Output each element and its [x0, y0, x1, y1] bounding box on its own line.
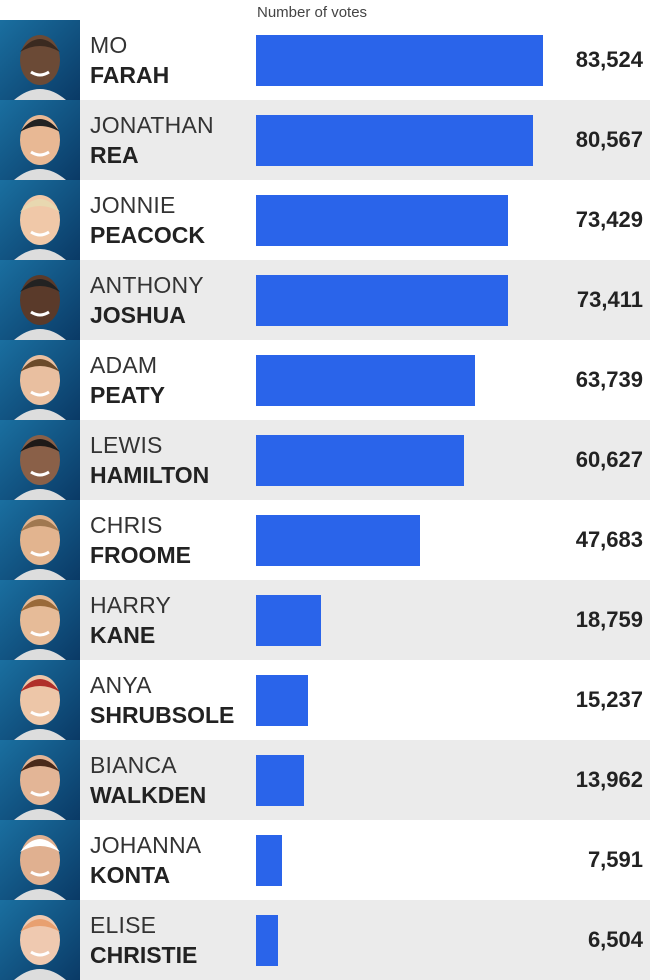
athlete-photo: [0, 740, 80, 820]
bar: [256, 915, 279, 966]
bar: [256, 675, 309, 726]
value-label: 7,591: [587, 847, 643, 872]
value-label: 18,759: [575, 607, 643, 632]
first-name: ANTHONY: [90, 272, 204, 298]
athlete-photo: [0, 20, 80, 100]
value-label: 83,524: [575, 47, 643, 72]
last-name: PEACOCK: [90, 222, 206, 248]
last-name: WALKDEN: [90, 782, 207, 808]
last-name: KANE: [90, 622, 156, 648]
bar-row: ANYA SHRUBSOLE 15,237: [0, 660, 650, 740]
last-name: REA: [90, 142, 139, 168]
athlete-photo: [0, 820, 80, 900]
value-label: 60,627: [575, 447, 643, 472]
first-name: ELISE: [90, 912, 157, 938]
athlete-photo: [0, 900, 80, 980]
bar: [256, 115, 533, 166]
athlete-photo: [0, 500, 80, 580]
last-name: KONTA: [90, 862, 171, 888]
bar-row: JONATHAN REA 80,567: [0, 100, 650, 180]
bar-row: BIANCA WALKDEN 13,962: [0, 740, 650, 820]
first-name: BIANCA: [90, 752, 177, 778]
bar: [256, 435, 465, 486]
bar-row: CHRIS FROOME 47,683: [0, 500, 650, 580]
bar: [256, 755, 304, 806]
bar: [256, 515, 420, 566]
first-name: MO: [90, 32, 128, 58]
athlete-photo: [0, 100, 80, 180]
first-name: HARRY: [90, 592, 172, 618]
athlete-photo: [0, 260, 80, 340]
bar-row: ANTHONY JOSHUA 73,411: [0, 260, 650, 340]
first-name: ANYA: [90, 672, 152, 698]
last-name: JOSHUA: [90, 302, 186, 328]
athlete-photo: [0, 340, 80, 420]
first-name: JOHANNA: [90, 832, 202, 858]
last-name: SHRUBSOLE: [90, 702, 235, 728]
first-name: ADAM: [90, 352, 158, 378]
bar: [256, 355, 475, 406]
bar-row: HARRY KANE 18,759: [0, 580, 650, 660]
value-label: 15,237: [575, 687, 643, 712]
first-name: JONNIE: [90, 192, 176, 218]
value-label: 13,962: [575, 767, 643, 792]
bar: [256, 595, 321, 646]
bar: [256, 275, 509, 326]
bar-row: ELISE CHRISTIE 6,504: [0, 900, 650, 980]
last-name: CHRISTIE: [90, 942, 198, 968]
athlete-photo: [0, 420, 80, 500]
bar-row: JONNIE PEACOCK 73,429: [0, 180, 650, 260]
first-name: LEWIS: [90, 432, 163, 458]
bar: [256, 835, 283, 886]
athlete-photo: [0, 180, 80, 260]
axis-title: Number of votes: [257, 4, 368, 21]
last-name: FROOME: [90, 542, 191, 568]
value-label: 63,739: [575, 367, 643, 392]
bar-row: JOHANNA KONTA 7,591: [0, 820, 650, 900]
bar-row: MO FARAH 83,524: [0, 20, 650, 100]
bar-row: LEWIS HAMILTON 60,627: [0, 420, 650, 500]
last-name: FARAH: [90, 62, 170, 88]
bar: [256, 195, 509, 246]
value-label: 47,683: [575, 527, 643, 552]
value-label: 73,411: [576, 287, 643, 312]
first-name: JONATHAN: [90, 112, 214, 138]
athlete-photo: [0, 580, 80, 660]
value-label: 80,567: [575, 127, 643, 152]
bar: [256, 35, 543, 86]
last-name: HAMILTON: [90, 462, 210, 488]
last-name: PEATY: [90, 382, 165, 408]
first-name: CHRIS: [90, 512, 163, 538]
value-label: 6,504: [587, 927, 643, 952]
athlete-photo: [0, 660, 80, 740]
value-label: 73,429: [575, 207, 643, 232]
bar-row: ADAM PEATY 63,739: [0, 340, 650, 420]
